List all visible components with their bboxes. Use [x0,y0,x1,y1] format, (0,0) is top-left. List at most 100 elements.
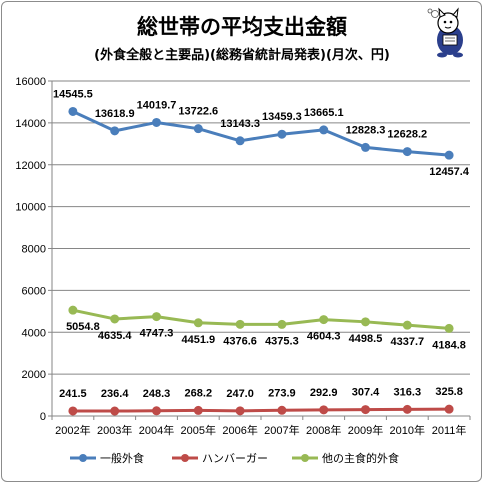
data-point [152,312,161,322]
legend-item: ハンバーガー [172,452,268,465]
legend-swatch-marker [79,454,87,462]
data-label: 248.3 [143,388,171,400]
data-label: 4337.7 [390,336,424,348]
series-line [72,407,450,413]
data-label: 12457.4 [429,166,470,178]
data-point [152,406,161,416]
series-0 [68,106,454,160]
data-point [402,320,412,330]
data-label: 13722.6 [178,106,218,118]
data-point [361,405,370,415]
data-labels: 14545.513618.914019.713722.613143.313459… [53,88,470,400]
data-point [110,314,120,324]
series-line [72,110,450,157]
data-point [361,317,370,327]
series-layer [68,106,454,416]
data-label: 4747.3 [140,328,174,340]
data-label: 14019.7 [137,99,177,111]
data-label: 13618.9 [95,108,135,120]
axes: 0 2000 4000 6000 8000 10000 12000 14000 16000 200… [15,76,471,437]
chart-subtitle: (外食全般と主要品)(総務省統計局発表)(月次、円) [94,47,390,63]
legend-swatch-marker [181,454,189,462]
data-label: 273.9 [268,387,296,399]
data-point [68,305,78,315]
x-tick-label: 2011年 [432,423,467,437]
data-label: 4451.9 [181,334,215,346]
data-point [402,147,412,157]
data-label: 247.0 [226,388,254,400]
data-label: 268.2 [185,387,213,399]
legend-item: 一般外食 [70,451,144,465]
series-line [72,308,450,330]
y-tick-label: 16000 [15,76,46,88]
data-point [277,319,287,329]
data-label: 292.9 [310,387,338,399]
data-point [444,150,454,160]
data-point [444,404,454,414]
legend: 一般外食 ハンバーガー 他の主食的外食 [70,451,399,465]
data-label: 4498.5 [349,333,383,345]
y-tick-label: 10000 [15,202,46,214]
y-tick-label: 0 [40,411,46,423]
data-point [235,406,245,416]
legend-item: 他の主食的外食 [292,451,399,465]
data-point [319,125,329,135]
data-point [361,142,370,152]
data-point [110,126,120,136]
x-tick-label: 2002年 [55,423,90,437]
data-point [319,315,329,325]
data-point [68,406,78,416]
data-point [110,406,120,416]
data-label: 5054.8 [66,321,100,333]
x-tick-label: 2006年 [222,423,257,437]
data-label: 14545.5 [53,88,93,100]
legend-label: 他の主食的外食 [322,451,399,465]
data-point [444,323,454,333]
data-label: 4184.8 [432,339,466,351]
data-point [235,319,245,329]
data-point [193,405,203,415]
y-tick-label: 4000 [22,327,46,339]
data-point [277,129,287,139]
x-tick-label: 2010年 [390,423,425,437]
data-point [277,405,287,415]
data-point [193,124,203,134]
data-label: 4635.4 [98,330,133,342]
x-tick-label: 2005年 [181,423,216,437]
data-label: 13143.3 [220,118,260,130]
gridlines [52,80,470,375]
x-tick-label: 2009年 [348,423,383,437]
x-tick-label: 2007年 [264,423,299,437]
y-tick-label: 2000 [22,369,46,381]
cat-mascot-icon [427,7,463,58]
data-label: 325.8 [435,386,463,398]
data-label: 236.4 [101,388,129,400]
data-point [68,106,78,116]
legend-label: 一般外食 [100,451,144,465]
data-label: 12828.3 [346,124,386,136]
data-point [235,136,245,146]
data-point [193,318,203,328]
chart-title: 総世帯の平均支出金額 [137,15,347,39]
data-label: 307.4 [352,387,380,399]
data-label: 4375.3 [265,335,299,347]
legend-label: ハンバーガー [202,452,268,465]
y-tick-label: 14000 [15,118,46,130]
y-tick-label: 12000 [15,160,46,172]
legend-swatch-marker [301,454,309,462]
data-point [319,405,329,415]
data-label: 4376.6 [223,335,257,347]
x-tick-label: 2008年 [306,423,341,437]
data-label: 13459.3 [262,111,302,123]
y-tick-label: 6000 [22,285,46,297]
data-label: 4604.3 [307,331,341,343]
x-tick-label: 2003年 [97,423,132,437]
x-tick-label: 2004年 [139,423,174,437]
data-label: 241.5 [59,388,87,400]
data-label: 12628.2 [387,129,427,141]
data-point [152,117,161,127]
series-2 [68,305,454,333]
data-label: 13665.1 [304,107,344,119]
